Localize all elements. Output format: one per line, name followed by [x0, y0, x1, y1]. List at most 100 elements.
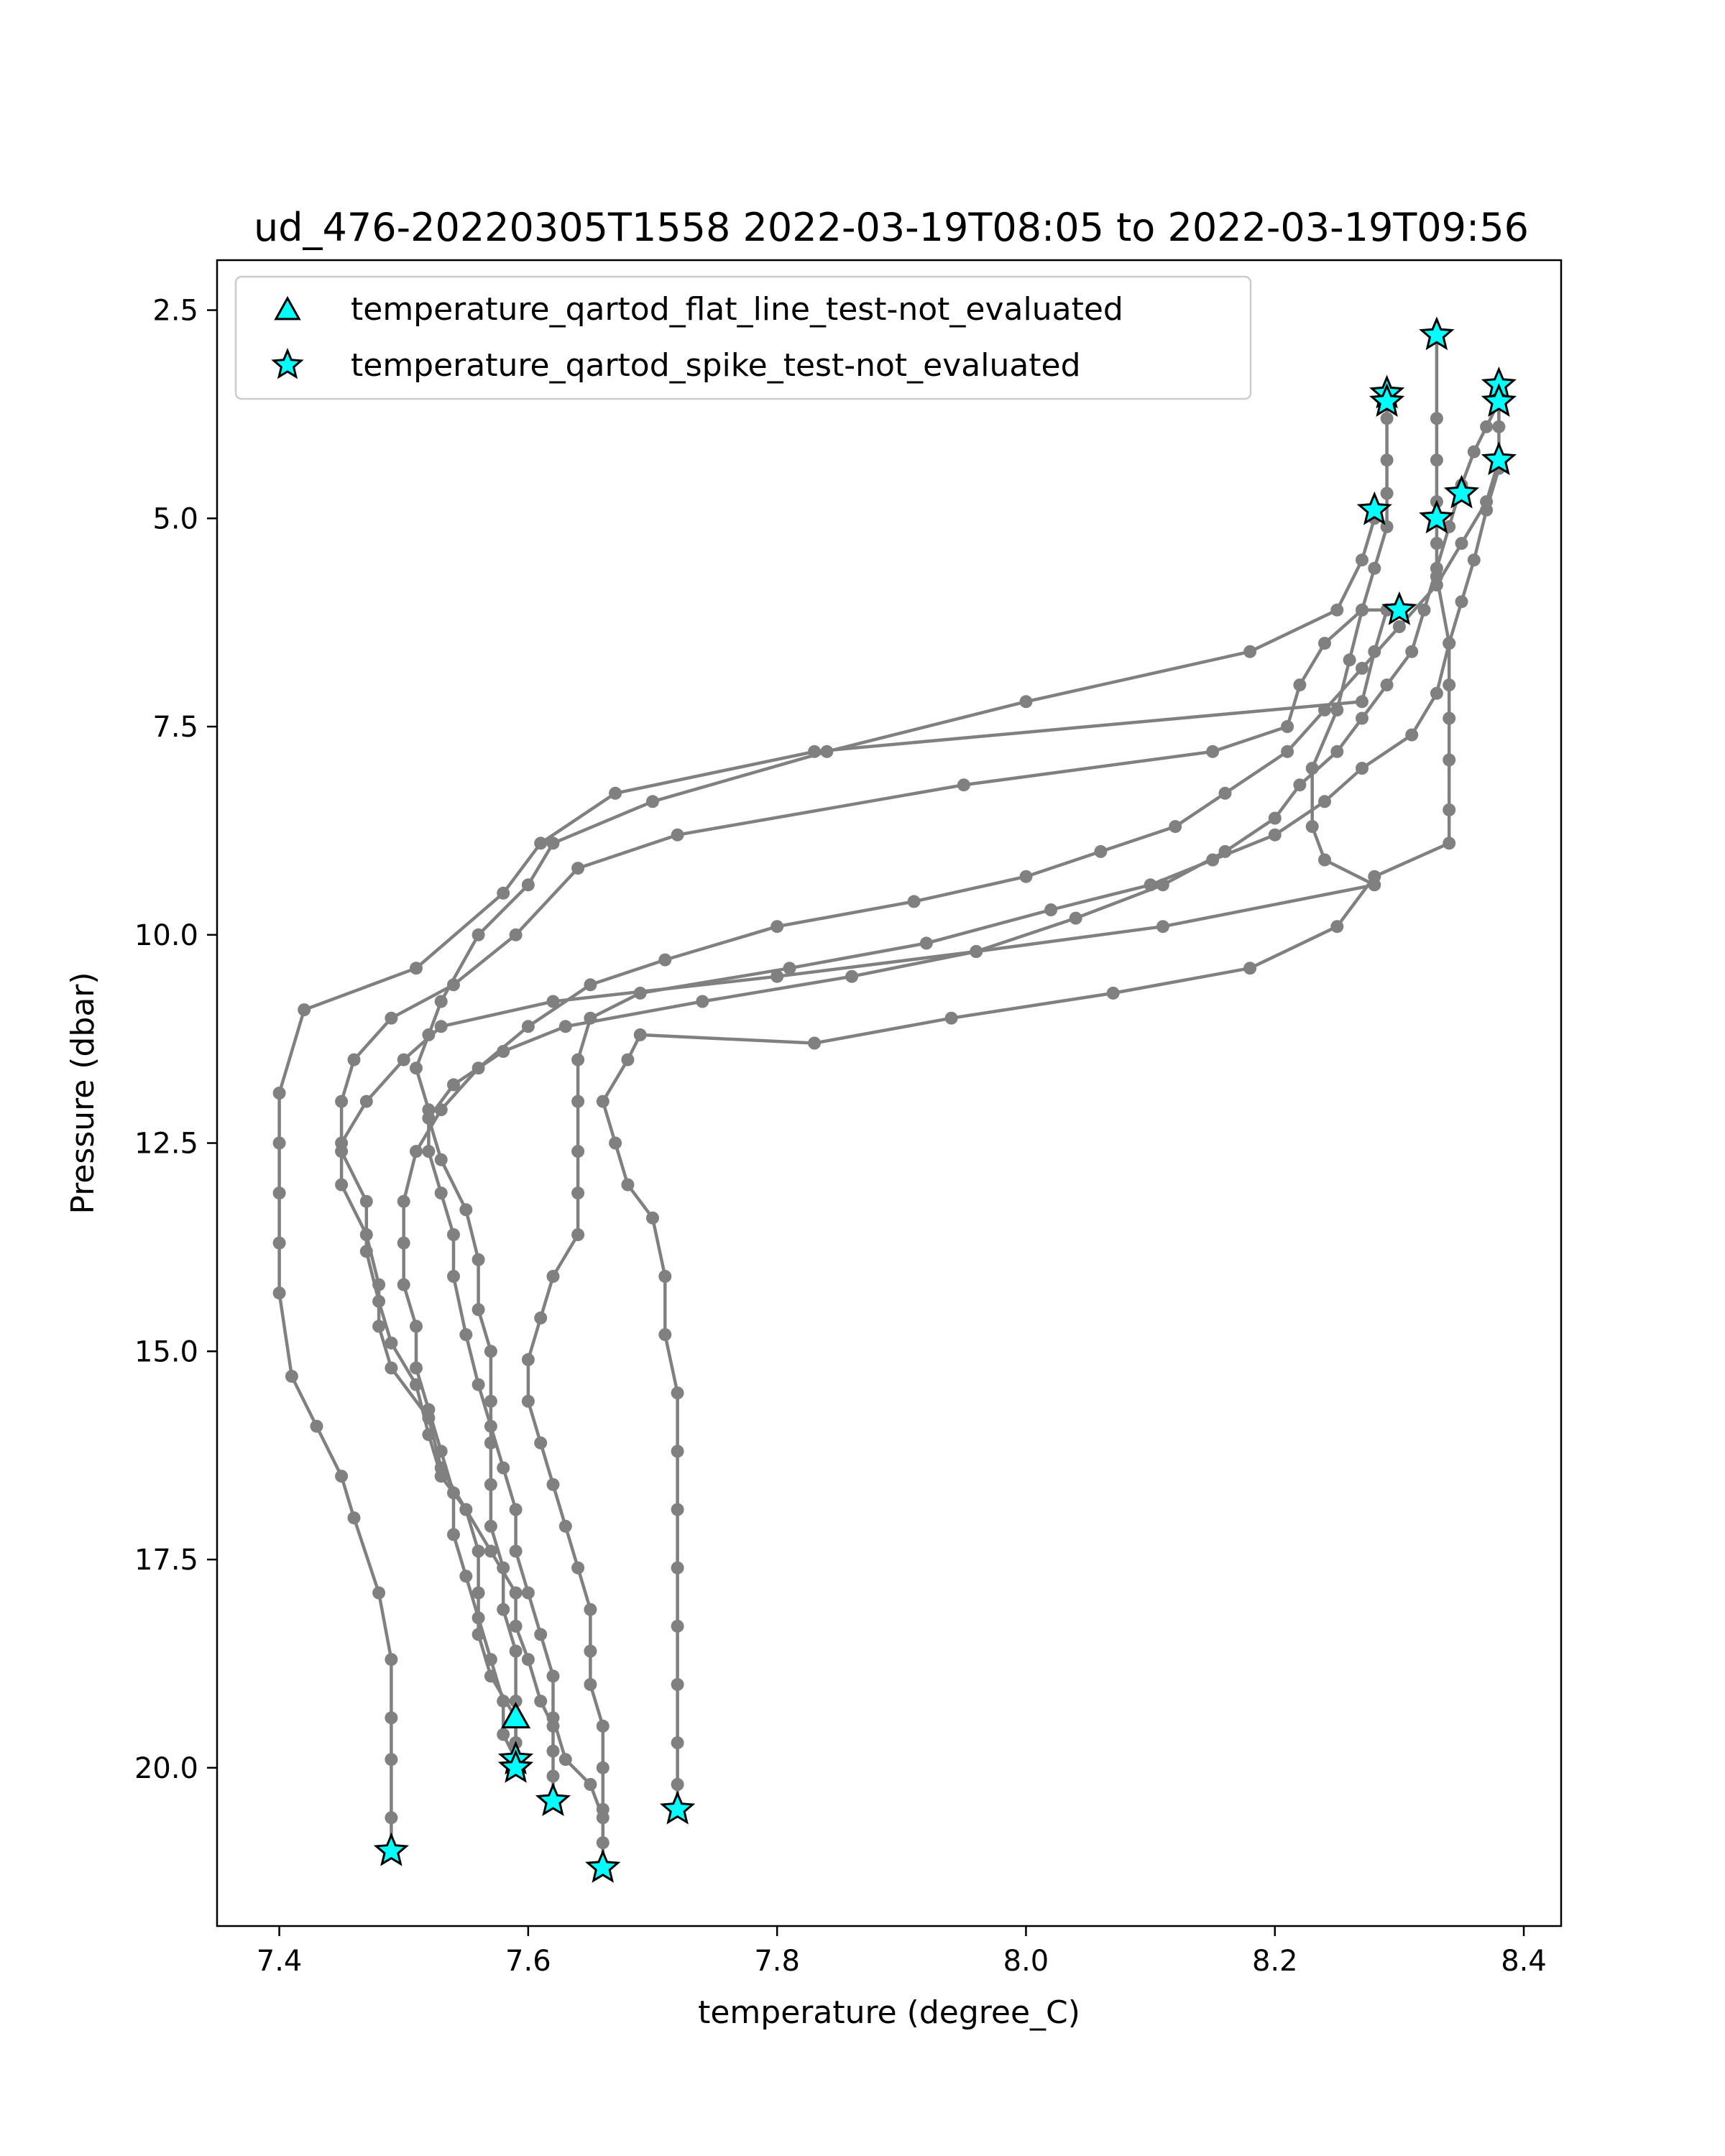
data-point	[1019, 870, 1033, 883]
data-point	[1330, 920, 1344, 934]
data-point	[970, 945, 983, 958]
data-point	[272, 1087, 286, 1100]
data-point	[497, 1561, 510, 1575]
x-tick-label: 8.4	[1501, 1945, 1547, 1978]
data-point	[671, 1778, 684, 1791]
data-point	[447, 1228, 460, 1241]
chart-title: ud_476-20220305T1558 2022-03-19T08:05 to…	[254, 205, 1529, 250]
x-tick-label: 8.2	[1252, 1945, 1298, 1978]
data-point	[521, 1653, 535, 1667]
data-point	[422, 1403, 436, 1416]
data-point	[447, 978, 460, 992]
data-point	[434, 995, 448, 1008]
data-point	[621, 1178, 635, 1192]
data-point	[820, 745, 834, 758]
data-point	[1356, 762, 1368, 775]
data-point	[472, 1611, 485, 1625]
data-point	[385, 1336, 398, 1350]
data-point	[298, 1003, 311, 1017]
data-point	[422, 1428, 436, 1442]
y-tick-label: 12.5	[134, 1128, 198, 1161]
data-point	[558, 1753, 572, 1766]
data-point	[944, 1011, 958, 1025]
data-point	[372, 1586, 386, 1600]
data-point	[385, 1653, 398, 1667]
data-point	[385, 1753, 398, 1766]
data-point	[509, 1695, 523, 1708]
data-point	[447, 1486, 460, 1500]
data-point	[1293, 778, 1307, 792]
data-point	[1480, 495, 1494, 509]
data-point	[347, 1511, 361, 1525]
data-point	[372, 1319, 386, 1333]
data-point	[671, 1503, 684, 1516]
data-point	[534, 1628, 548, 1641]
data-point	[397, 1194, 410, 1208]
data-point	[272, 1187, 286, 1200]
data-point	[335, 1145, 349, 1158]
plot-frame	[216, 259, 1563, 1927]
spike-flag-marker	[1481, 441, 1517, 476]
data-point	[1356, 711, 1368, 725]
data-point	[1206, 853, 1220, 867]
data-point	[1144, 878, 1157, 892]
data-point	[434, 1020, 448, 1033]
data-point	[1443, 803, 1456, 816]
data-point	[584, 978, 597, 992]
y-axis-label: Pressure (dbar)	[65, 972, 101, 1214]
data-point	[1356, 695, 1368, 709]
data-point	[1380, 678, 1394, 692]
data-point	[1405, 728, 1419, 742]
spike-flag-marker	[1481, 383, 1517, 417]
data-point	[534, 1695, 548, 1708]
data-point	[907, 895, 921, 908]
data-point	[671, 1619, 684, 1633]
spike-flag-marker	[373, 1832, 410, 1866]
data-point	[671, 828, 684, 842]
data-point	[385, 1811, 398, 1825]
data-point	[1268, 811, 1282, 825]
data-point	[1430, 561, 1443, 575]
data-point	[497, 886, 510, 900]
data-point	[571, 1095, 585, 1108]
x-axis-label: temperature (degree_C)	[698, 1994, 1080, 2031]
data-point	[1281, 745, 1294, 758]
data-point	[609, 1136, 622, 1150]
data-point	[534, 1311, 548, 1325]
data-point	[521, 1394, 535, 1408]
data-point	[1467, 553, 1481, 567]
data-point	[497, 1603, 510, 1616]
data-point	[1318, 703, 1331, 717]
data-point	[1044, 903, 1058, 916]
data-point	[1380, 412, 1394, 425]
data-point	[546, 1711, 560, 1725]
data-point	[646, 1211, 659, 1225]
data-point	[770, 920, 784, 934]
data-point	[359, 1095, 373, 1108]
data-point	[584, 1778, 597, 1791]
data-point	[347, 1053, 361, 1067]
data-point	[497, 1695, 510, 1708]
data-point	[1455, 595, 1468, 609]
data-point	[957, 778, 970, 792]
data-point	[633, 1028, 647, 1041]
data-point	[546, 1769, 560, 1783]
data-point	[484, 1519, 497, 1533]
data-point	[571, 1228, 585, 1241]
data-point	[584, 1644, 597, 1658]
data-point	[434, 1103, 448, 1117]
data-point	[621, 1053, 635, 1067]
data-point	[596, 1719, 610, 1733]
profile-series	[410, 512, 1381, 1874]
data-point	[1417, 603, 1431, 617]
data-point	[434, 1445, 448, 1458]
data-point	[472, 1544, 485, 1558]
data-point	[1443, 753, 1456, 767]
data-point	[671, 1386, 684, 1400]
data-point	[1380, 487, 1394, 500]
data-point	[509, 1644, 523, 1658]
data-point	[571, 1561, 585, 1575]
data-point	[410, 1145, 423, 1158]
data-point	[919, 936, 933, 950]
data-point	[1368, 561, 1381, 575]
